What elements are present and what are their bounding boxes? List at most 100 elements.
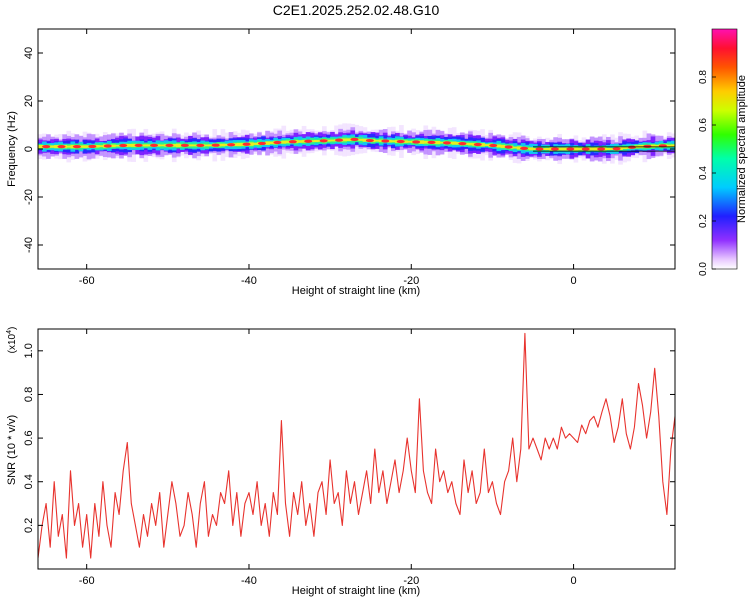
heatmap-cell <box>439 141 445 144</box>
snr-y-tick-label: 0.4 <box>23 474 35 489</box>
svg-text:(x104): (x104) <box>6 327 18 354</box>
heatmap-cell <box>192 144 197 147</box>
heatmap-cell <box>131 143 136 147</box>
heatmap-cell <box>94 144 100 148</box>
heatmap-peak <box>643 144 652 148</box>
heatmap-cell <box>573 147 579 151</box>
snr-x-ticks: -60 -40 -20 0 <box>79 329 577 587</box>
heatmap-peak <box>442 141 451 145</box>
heatmap-peak <box>550 147 559 151</box>
heatmap-cell <box>480 143 485 147</box>
heatmap-peak <box>581 147 590 151</box>
heatmap-cell <box>557 147 562 151</box>
heatmap-cell <box>577 147 583 151</box>
heatmap-cell <box>390 140 396 143</box>
heatmap-cell <box>66 145 72 148</box>
heatmap-peak <box>42 145 51 149</box>
heatmap-cell <box>281 140 287 144</box>
heatmap-peak <box>227 143 236 147</box>
heatmap-peak <box>196 143 205 147</box>
heatmap-cell <box>269 141 274 145</box>
heatmap-peak <box>180 143 189 147</box>
heatmap-cell <box>358 138 364 141</box>
snr-x-tick-label: 0 <box>571 575 577 587</box>
snr-frame <box>37 328 676 570</box>
heatmap-peak <box>103 144 112 148</box>
snr-y-scale-label: (x104) <box>6 327 18 354</box>
heatmap-cell <box>650 144 656 148</box>
heatmap-cell <box>220 143 226 147</box>
snr-y-ticks: 0.2 0.4 0.6 0.8 1.0 <box>23 343 675 533</box>
snr-y-scale-base: (x10 <box>7 333 18 353</box>
heatmap-cell <box>532 148 538 150</box>
heatmap-peak <box>427 140 436 144</box>
colorbar-tick-label: 0.8 <box>698 70 709 84</box>
heatmap-peak <box>504 145 513 149</box>
heatmap-cell <box>666 144 672 147</box>
heatmap-cell <box>297 140 303 143</box>
heatmap-cell <box>545 147 550 151</box>
heatmap-cell <box>224 143 230 146</box>
heatmap-cell <box>188 144 193 147</box>
colorbar: 0.0 0.2 0.4 0.6 0.8 Normalized spectral ampl… <box>698 28 748 276</box>
spectrogram-y-tick-label: -40 <box>23 237 35 253</box>
heatmap-peak <box>304 139 313 143</box>
heatmap-peak <box>396 139 405 144</box>
snr-series-line <box>38 332 675 559</box>
heatmap-cell <box>346 138 352 142</box>
heatmap-cell <box>403 140 408 143</box>
snr-y-tick-label: 0.6 <box>23 430 35 445</box>
heatmap-peak <box>597 147 606 151</box>
spectrogram-panel: -60 -40 -20 0 40 20 0 -20 -40 Height of straigh… <box>6 28 676 297</box>
heatmap-cell <box>70 144 76 149</box>
heatmap-cell <box>159 144 165 147</box>
heatmap-cell <box>561 147 567 151</box>
heatmap-cell <box>265 141 270 145</box>
heatmap-cell <box>326 139 331 142</box>
snr-y-scale-exp: 4 <box>6 330 13 334</box>
snr-x-tick-label: -60 <box>79 575 95 587</box>
heatmap-cell <box>618 146 623 151</box>
heatmap-peak <box>319 139 328 143</box>
spectrogram-y-tick-label: 40 <box>23 47 35 59</box>
snr-y-tick-label: 0.8 <box>23 387 35 402</box>
heatmap-cell <box>512 146 518 149</box>
spectrogram-y-tick-label: 0 <box>23 146 35 152</box>
heatmap-cell <box>528 147 534 151</box>
spectrogram-y-axis-label: Frequency (Hz) <box>6 111 18 187</box>
heatmap-cell <box>208 144 214 147</box>
heatmap-peak <box>134 143 143 147</box>
spectrogram-x-ticks: -60 -40 -20 0 <box>79 29 577 287</box>
colorbar-label: Normalized spectral amplitude <box>736 75 748 223</box>
heatmap-peak <box>458 142 467 146</box>
heatmap-cell <box>362 138 368 142</box>
heatmap-peak <box>535 147 544 151</box>
heatmap-cell <box>54 145 59 149</box>
spectrogram-x-tick-label: -60 <box>79 275 95 287</box>
snr-panel: -60 -40 -20 0 0.2 0.4 0.6 0.8 1.0 Height of str… <box>6 327 676 597</box>
heatmap-cell <box>313 139 319 143</box>
heatmap-cell <box>253 142 258 145</box>
heatmap-cell <box>484 144 489 146</box>
heatmap-cell <box>374 139 380 142</box>
heatmap-peak <box>257 141 266 146</box>
snr-y-tick-label: 0.2 <box>23 518 35 533</box>
heatmap-peak <box>242 142 251 146</box>
heatmap-cell <box>143 144 149 147</box>
heatmap-peak <box>473 142 482 147</box>
spectrogram-x-tick-label: 0 <box>571 275 577 287</box>
colorbar-ticks: 0.0 0.2 0.4 0.6 0.8 <box>698 70 716 276</box>
snr-y-axis-label: SNR (10 * v/v) <box>6 415 18 485</box>
heatmap-peak <box>566 147 575 151</box>
heatmap-peak <box>72 145 81 149</box>
heatmap-peak <box>365 138 374 143</box>
heatmap-peak <box>612 147 621 151</box>
heatmap-cell <box>407 140 412 143</box>
heatmap-cell <box>171 144 177 147</box>
heatmap-cell <box>378 139 384 143</box>
snr-x-tick-label: -40 <box>241 575 257 587</box>
spectrogram-y-tick-label: 20 <box>23 95 35 107</box>
spectrogram-x-axis-label: Height of straight line (km) <box>292 285 420 297</box>
snr-x-tick-label: -20 <box>403 575 419 587</box>
